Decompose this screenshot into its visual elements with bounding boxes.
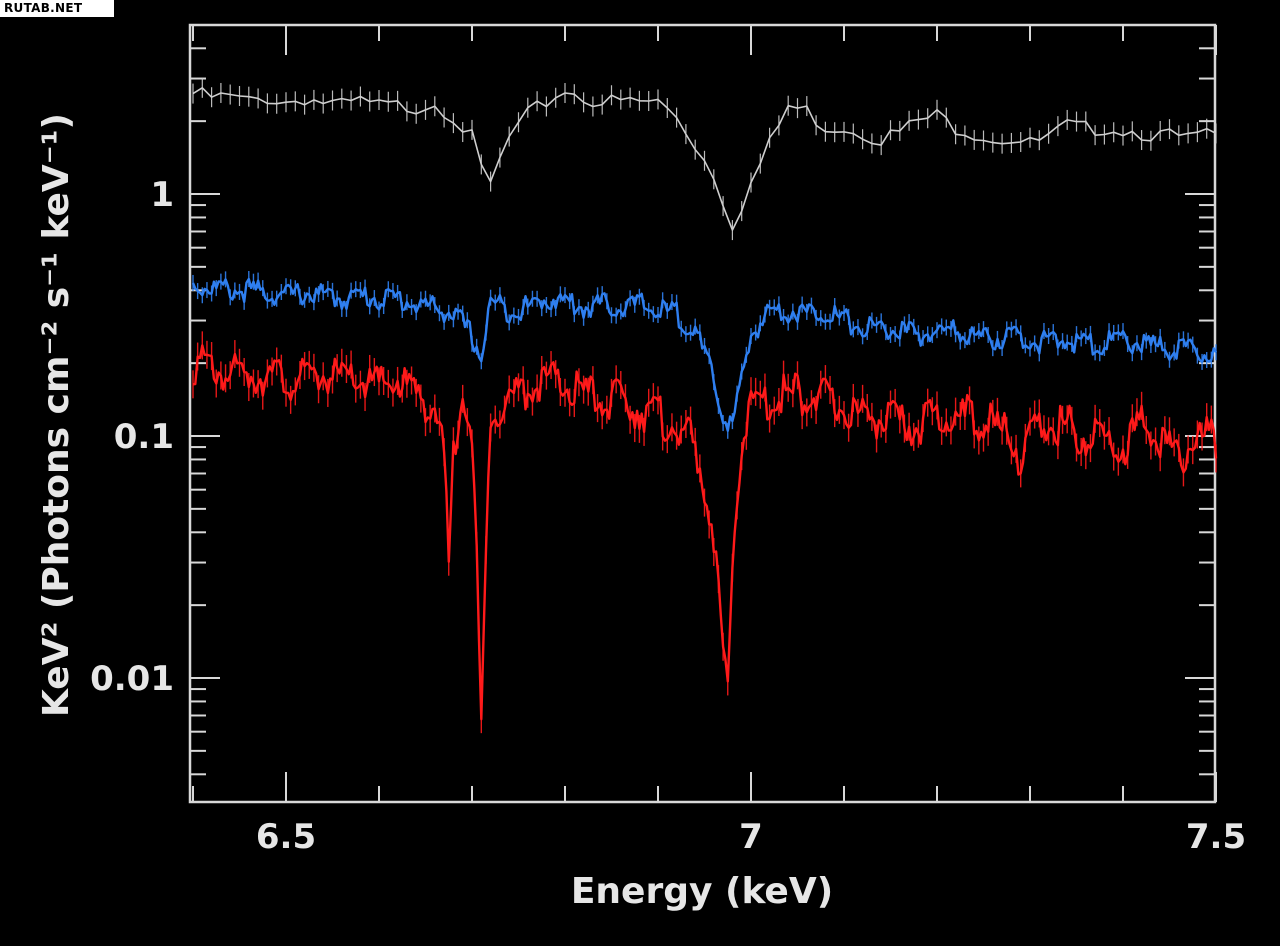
site-watermark: RUTAB.NET xyxy=(0,0,114,17)
x-tick-label: 6.5 xyxy=(256,817,316,857)
x-tick-label: 7 xyxy=(739,817,763,857)
series-1 xyxy=(191,271,1218,439)
series-line xyxy=(192,344,1218,721)
series-line xyxy=(192,87,1217,231)
series-0 xyxy=(192,77,1217,241)
tick-labels: 6.5 7 7.5 1 0.1 0.01 xyxy=(90,175,1246,857)
minor-ticks xyxy=(190,25,1215,802)
series-2 xyxy=(192,331,1218,734)
major-ticks xyxy=(190,25,1217,802)
series-line xyxy=(191,277,1218,432)
y-tick-label: 0.1 xyxy=(114,417,174,457)
y-tick-label: 0.01 xyxy=(90,659,174,699)
y-tick-label: 1 xyxy=(150,175,174,215)
x-tick-label: 7.5 xyxy=(1186,817,1246,857)
plot-frame xyxy=(188,23,1217,804)
x-axis-title: Energy (keV) xyxy=(571,871,833,912)
series-layer xyxy=(191,77,1218,734)
y-axis-title: KeV² (Photons cm⁻² s⁻¹ keV⁻¹) xyxy=(36,113,77,717)
